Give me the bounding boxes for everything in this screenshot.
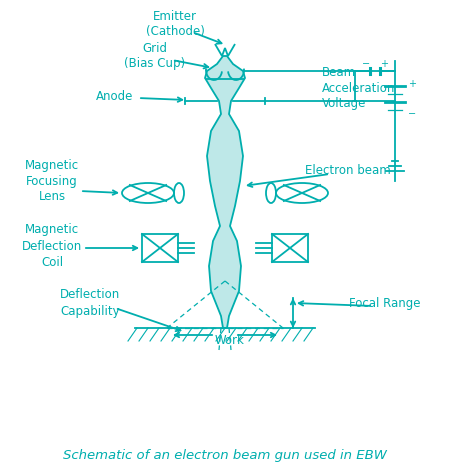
Text: Beam
Acceleration
Voltage: Beam Acceleration Voltage: [322, 66, 395, 110]
Text: Focal Range: Focal Range: [349, 298, 421, 310]
Text: Magnetic
Deflection
Coil: Magnetic Deflection Coil: [22, 224, 82, 268]
Text: −: −: [362, 59, 370, 69]
Text: +: +: [408, 79, 416, 89]
Bar: [142, 234, 178, 262]
Text: Work: Work: [215, 335, 245, 347]
Text: −: −: [408, 109, 416, 119]
Polygon shape: [205, 56, 245, 328]
Bar: [272, 234, 308, 262]
Text: +: +: [380, 59, 388, 69]
Text: Grid
(Bias Cup): Grid (Bias Cup): [124, 41, 186, 70]
Text: Deflection
Capability: Deflection Capability: [60, 288, 120, 317]
Text: Emitter
(Cathode): Emitter (Cathode): [146, 10, 205, 39]
Text: Electron beam: Electron beam: [305, 163, 391, 177]
Text: Schematic of an electron beam gun used in EBW: Schematic of an electron beam gun used i…: [63, 449, 387, 463]
Text: Magnetic
Focusing
Lens: Magnetic Focusing Lens: [25, 159, 79, 204]
Text: Anode: Anode: [96, 89, 134, 102]
